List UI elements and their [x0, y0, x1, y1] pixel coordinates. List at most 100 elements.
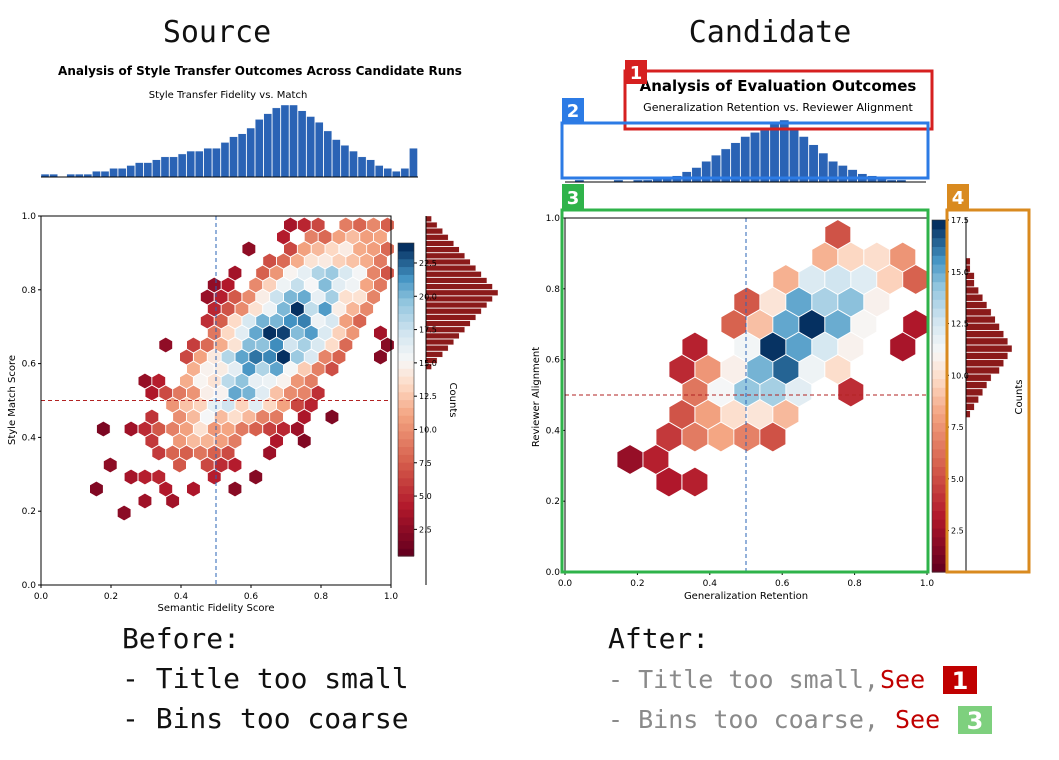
hex-bin	[297, 336, 312, 354]
hex-bin	[186, 480, 201, 498]
hex-bin	[811, 286, 838, 318]
hex-bin	[193, 348, 208, 366]
annotation-box-1: 1	[623, 60, 934, 131]
hex-bin	[772, 399, 800, 430]
hex-bin	[694, 354, 722, 385]
top-histogram-bar	[280, 104, 290, 178]
after-notes: After: - Title too small, See 1 - Bins t…	[608, 622, 992, 735]
colorbar-segment	[398, 509, 414, 518]
top-histogram-bar	[332, 139, 341, 178]
candidate-x-label: Generalization Retention	[684, 591, 808, 602]
colorbar-tick-label: 15.0	[419, 359, 437, 368]
candidate-chart: Analysis of Evaluation Outcomes Generali…	[531, 77, 1025, 602]
hex-bin	[311, 216, 326, 234]
hex-bin	[681, 466, 709, 498]
source-chart: Analysis of Style Transfer Outcomes Acro…	[7, 64, 499, 614]
source-plot-frame	[40, 215, 392, 586]
hex-bin	[366, 288, 381, 306]
colorbar-segment	[932, 554, 946, 564]
hex-bin	[297, 360, 312, 378]
top-histogram-bar	[383, 168, 392, 178]
top-histogram-bar	[263, 113, 273, 178]
y-tick-label: 0.4	[22, 433, 37, 443]
source-chart-subtitle: Style Transfer Fidelity vs. Match	[149, 90, 308, 101]
right-histogram-bar	[425, 339, 454, 346]
colorbar-segment	[398, 493, 414, 502]
hex-bin	[248, 420, 263, 438]
top-histogram-bar	[186, 150, 195, 178]
source-colorbar: 2.5 5.0 7.5 10.0 12.5 15.0 17.5 20.0 22.5	[397, 242, 437, 557]
top-histogram-bar	[117, 168, 127, 178]
top-histogram-bar	[759, 130, 770, 183]
hex-bin	[359, 228, 374, 246]
annotation-badge-1: 1	[630, 63, 643, 84]
right-histogram-bar	[965, 395, 979, 404]
candidate-hexbin-plot	[565, 218, 929, 572]
top-histogram-bar	[349, 150, 358, 178]
hex-bin	[785, 376, 812, 408]
hex-bin	[811, 331, 838, 363]
hex-bin	[655, 421, 683, 453]
hex-bin	[193, 396, 208, 414]
hex-bin	[227, 456, 242, 474]
x-tick-label: 0.4	[174, 592, 189, 602]
candidate-right-histogram	[965, 257, 1013, 418]
colorbar-segment	[932, 528, 946, 538]
hex-bin	[837, 241, 864, 273]
hex-bin	[179, 372, 194, 390]
colorbar-segment	[398, 376, 414, 385]
colorbar-segment	[398, 524, 414, 534]
after-item-1-see: See	[880, 665, 925, 694]
top-histogram-bar	[109, 168, 118, 178]
hex-bin	[290, 420, 305, 438]
hex-bin	[311, 240, 326, 258]
hex-bin	[227, 312, 242, 330]
colorbar-tick-label: 17.5	[951, 216, 969, 225]
right-histogram-bar	[965, 352, 1009, 360]
hex-bin	[798, 264, 825, 295]
colorbar-segment	[398, 430, 414, 440]
top-histogram-bar	[750, 132, 760, 183]
right-histogram-bar	[425, 240, 454, 247]
right-histogram-bar	[425, 234, 449, 241]
colorbar-segment	[398, 360, 414, 369]
hex-bin	[193, 444, 208, 462]
hex-bin	[172, 456, 187, 474]
right-histogram-bar	[965, 388, 983, 396]
source-heading: Source	[163, 15, 271, 50]
y-tick-label: 0.4	[546, 426, 561, 436]
hex-bin	[655, 466, 683, 498]
hex-bin	[311, 336, 326, 354]
y-tick-label: 0.0	[546, 568, 561, 578]
colorbar-segment	[932, 563, 946, 573]
hex-bin	[227, 336, 242, 354]
x-tick-label: 0.0	[34, 592, 49, 602]
colorbar-segment	[398, 532, 414, 541]
hex-bin	[262, 372, 277, 390]
hex-bin	[221, 300, 236, 318]
hex-bin	[373, 276, 388, 294]
hex-bin	[681, 376, 709, 408]
after-item-1: - Title too small,	[608, 665, 879, 694]
colorbar-segment	[932, 308, 946, 318]
colorbar-segment	[932, 325, 946, 335]
top-histogram-bar	[160, 156, 170, 178]
hex-bin	[345, 228, 360, 246]
hex-bin	[324, 312, 340, 330]
hex-bin	[359, 300, 374, 318]
colorbar-segment	[398, 321, 414, 330]
x-tick-label: 0.6	[244, 592, 259, 602]
colorbar-segment	[398, 391, 414, 401]
right-histogram-bar	[425, 345, 449, 352]
top-histogram-bar	[177, 153, 187, 178]
x-tick-label: 0.8	[847, 579, 862, 589]
hex-bin	[837, 331, 864, 363]
hex-bin	[297, 312, 312, 330]
top-histogram-bar	[195, 150, 204, 178]
top-histogram-bar	[203, 147, 213, 178]
top-histogram-bar	[212, 147, 221, 178]
hex-bin	[172, 384, 187, 402]
colorbar-segment	[398, 438, 414, 448]
right-histogram-bar	[425, 271, 482, 278]
top-histogram-bar	[392, 171, 401, 178]
